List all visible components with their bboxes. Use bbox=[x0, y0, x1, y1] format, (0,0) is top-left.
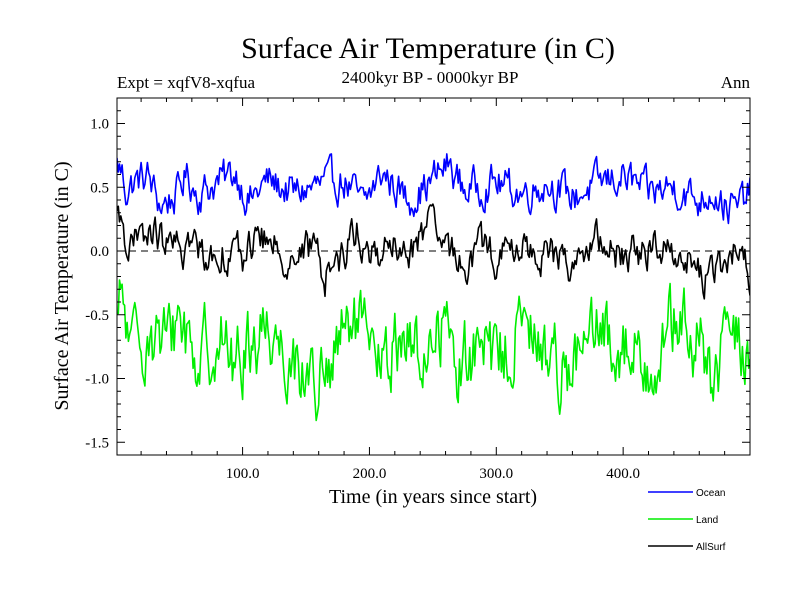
legend: Ocean Land AllSurf bbox=[648, 488, 726, 553]
x-tick-label: 100.0 bbox=[226, 466, 260, 482]
experiment-label: Expt = xqfV8-xqfua bbox=[117, 73, 255, 92]
series-layer bbox=[117, 153, 750, 422]
legend-label-ocean: Ocean bbox=[696, 488, 725, 499]
legend-label-land: Land bbox=[696, 515, 718, 526]
x-tick-label: 400.0 bbox=[606, 466, 640, 482]
y-tick-label: -1.5 bbox=[85, 435, 109, 451]
legend-label-allsurf: AllSurf bbox=[696, 542, 726, 553]
time-range-subtitle: 2400kyr BP - 0000kyr BP bbox=[342, 68, 519, 87]
x-axis-label: Time (in years since start) bbox=[329, 486, 537, 508]
season-label: Ann bbox=[721, 73, 751, 92]
y-tick-label: -1.0 bbox=[85, 372, 109, 388]
plot-frame bbox=[116, 97, 751, 456]
x-tick-label: 200.0 bbox=[353, 466, 387, 482]
y-tick-label: 0.0 bbox=[90, 244, 109, 260]
series-line-allsurf bbox=[117, 203, 750, 300]
y-tick-label: -0.5 bbox=[85, 308, 109, 324]
x-axis: 100.0 200.0 300.0 400.0 bbox=[140, 98, 726, 482]
y-axis-label: Surface Air Temperature (in C) bbox=[51, 161, 73, 410]
series-line-ocean bbox=[117, 153, 750, 225]
chart-title: Surface Air Temperature (in C) bbox=[241, 32, 615, 65]
y-axis: -1.5 -1.0 -0.5 0.0 0.5 1.0 bbox=[85, 97, 750, 451]
y-tick-label: 0.5 bbox=[90, 180, 109, 196]
y-tick-label: 1.0 bbox=[90, 117, 109, 133]
x-tick-label: 300.0 bbox=[479, 466, 513, 482]
series-line-land bbox=[117, 279, 750, 422]
